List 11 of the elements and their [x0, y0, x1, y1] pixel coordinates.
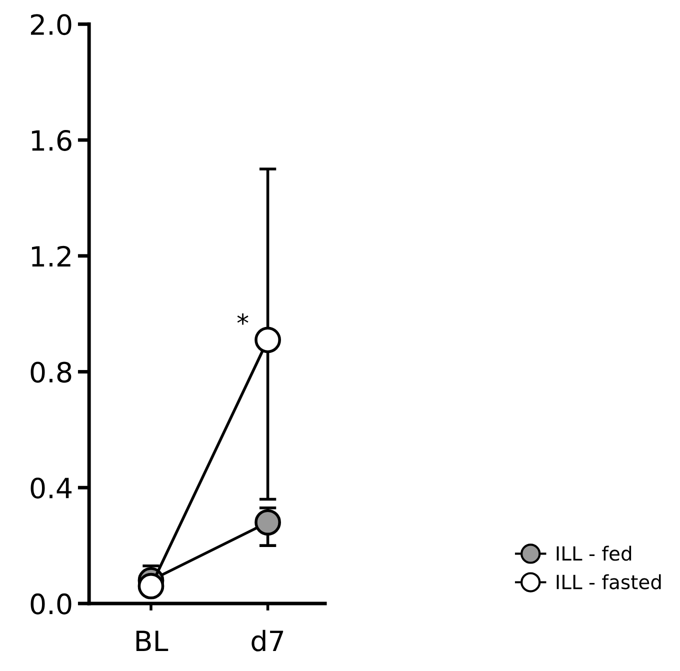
- annotation: *: [237, 313, 248, 325]
- x-tick-label: d7: [252, 630, 284, 652]
- y-tick-label: 0.8: [30, 362, 72, 383]
- y-tick-label: 0.0: [30, 593, 72, 614]
- legend-label: ILL - fed: [556, 546, 632, 561]
- x-tick-label: BL: [136, 630, 168, 651]
- y-tick-label: 0.4: [30, 478, 72, 499]
- y-tick-label: 2.0: [30, 14, 72, 36]
- y-tick-label: 1.6: [32, 130, 72, 151]
- y-tick-label: 1.2: [32, 246, 70, 266]
- legend-label: ILL - fasted: [556, 574, 661, 590]
